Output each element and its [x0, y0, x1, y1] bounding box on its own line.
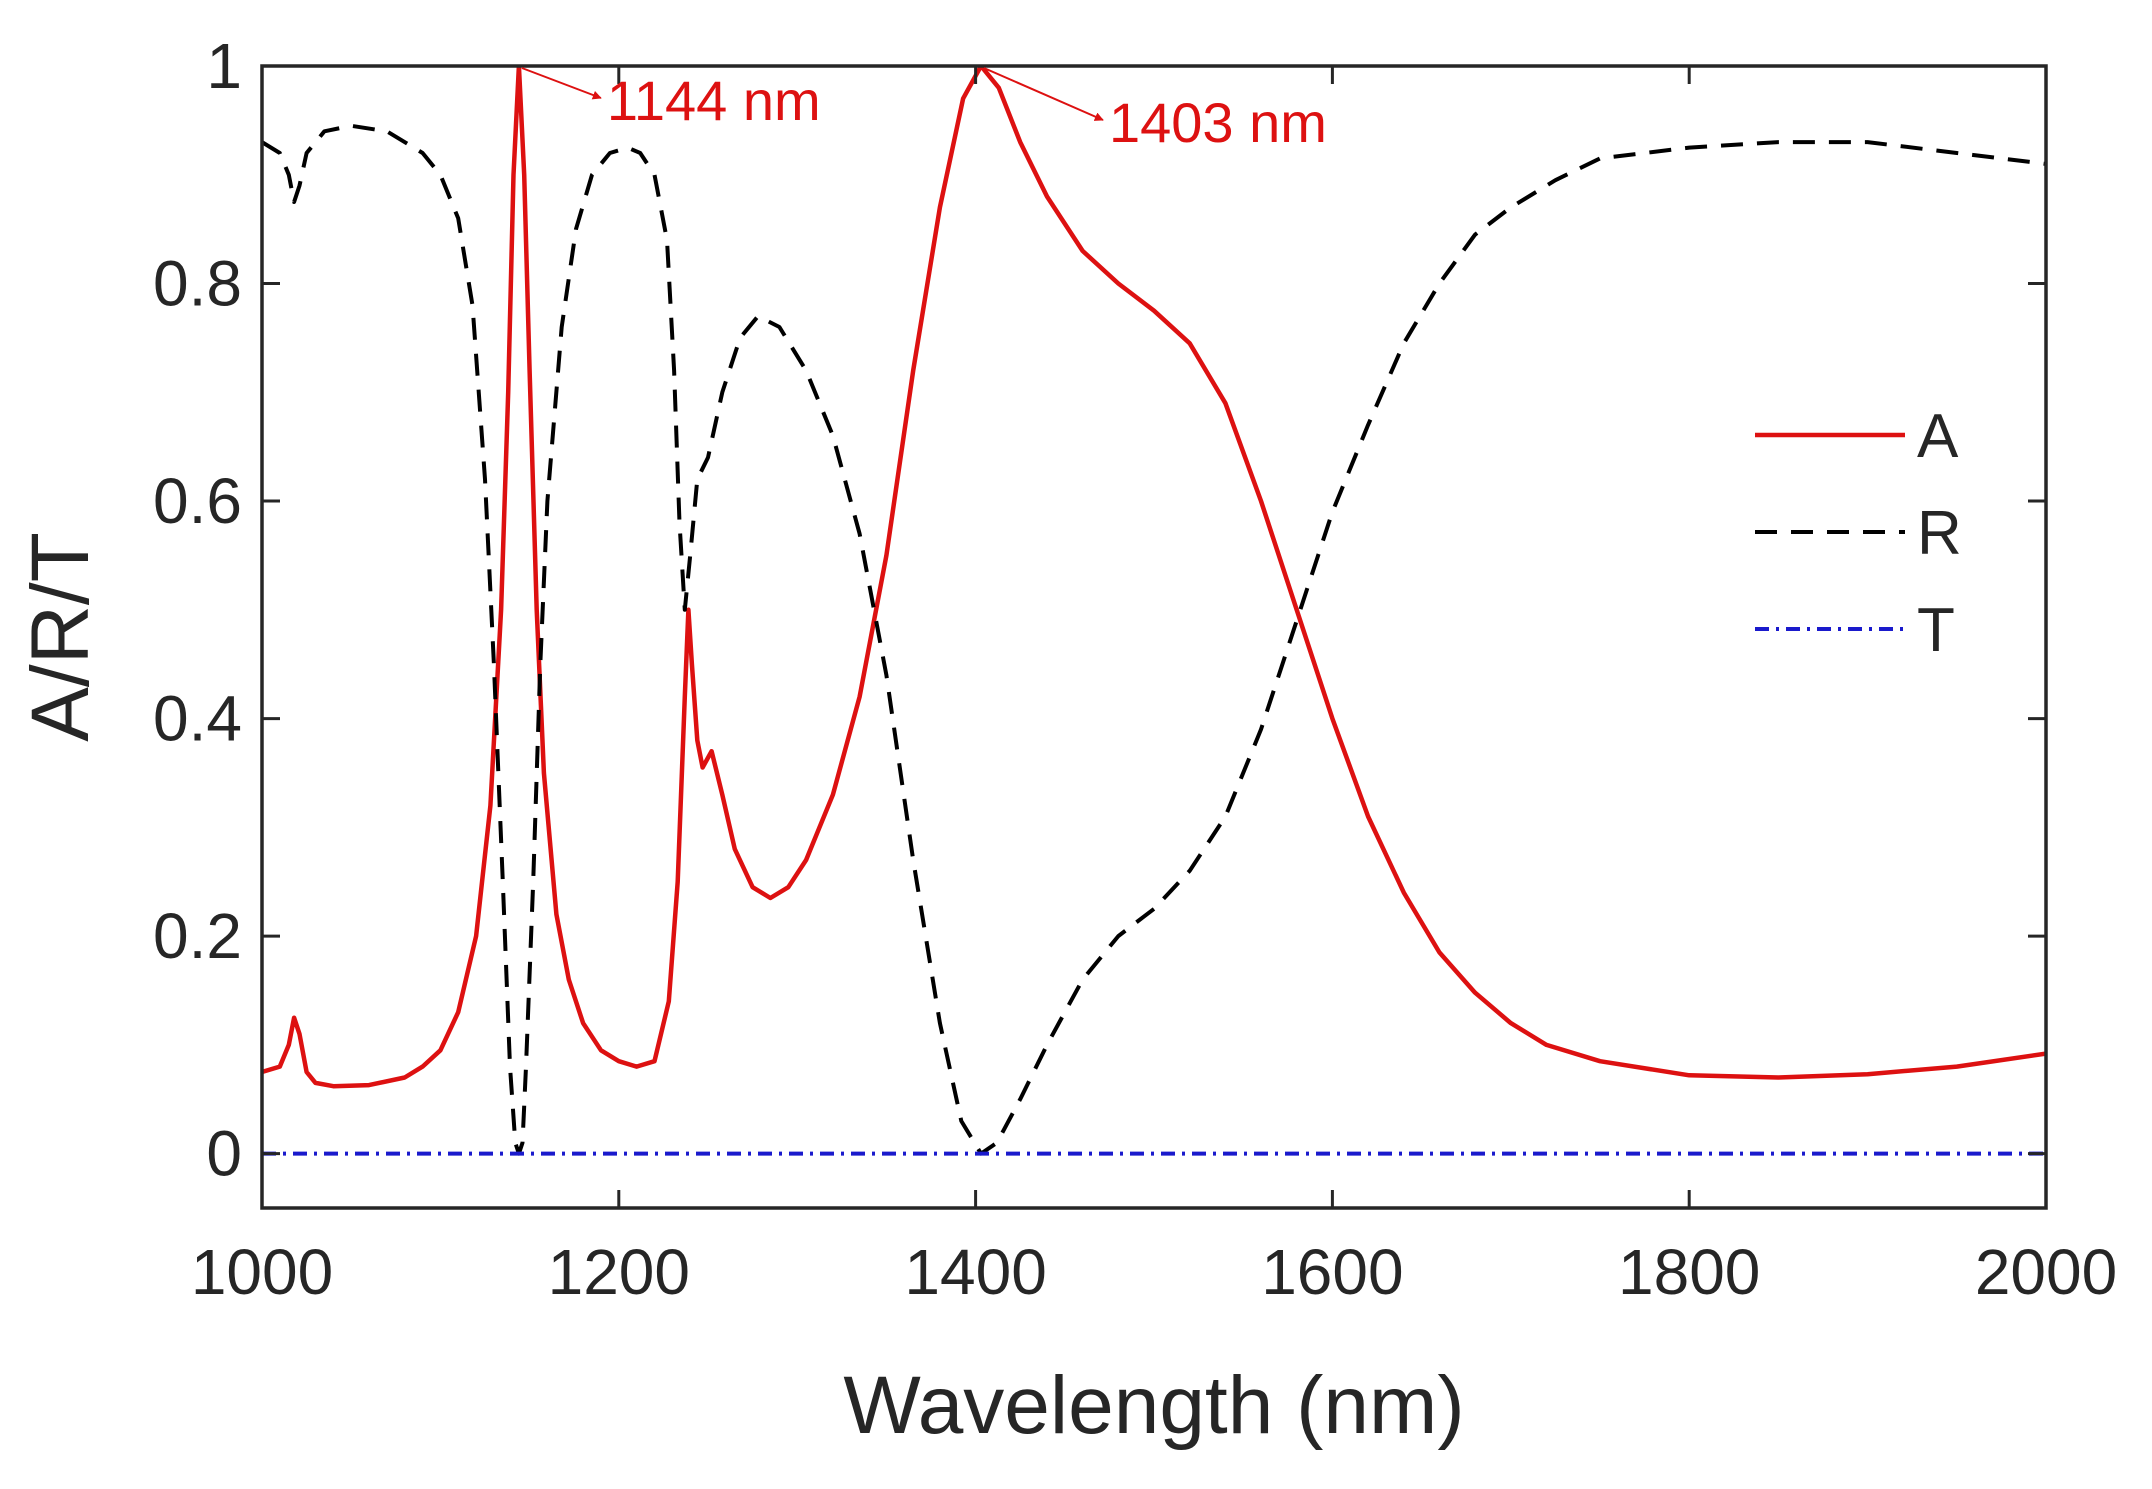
annotation-layer: 1144 nm 1403 nm — [521, 67, 1327, 154]
peak-annotation-label: 1144 nm — [607, 69, 821, 132]
y-tick-label: 0 — [206, 1118, 242, 1190]
annotation-arrow — [521, 67, 602, 100]
x-tick-label: 1200 — [548, 1236, 690, 1308]
x-axis-title: Wavelength (nm) — [843, 1360, 1464, 1451]
peak-annotation-label: 1403 nm — [1109, 91, 1327, 154]
legend-label-t: T — [1917, 596, 1955, 665]
series-layer — [262, 66, 2046, 1156]
ticks-layer: 1000 1200 1400 1600 1800 2000 0 0.2 0.4 0.6 0.8 1 — [153, 30, 2117, 1308]
y-axis-title: A/R/T — [15, 532, 106, 742]
y-tick-label: 1 — [206, 30, 242, 102]
x-tick-label: 1000 — [191, 1236, 333, 1308]
annotation-arrow — [983, 67, 1104, 121]
legend: ART — [1755, 402, 1962, 665]
y-tick-label: 0.2 — [153, 900, 242, 972]
legend-label-r: R — [1917, 499, 1962, 568]
y-tick-label: 0.6 — [153, 465, 242, 537]
y-tick-label: 0.8 — [153, 248, 242, 320]
plot-frame — [260, 64, 2048, 1210]
x-tick-label: 1800 — [1618, 1236, 1760, 1308]
series-line-a — [262, 66, 2046, 1089]
x-tick-label: 1400 — [904, 1236, 1046, 1308]
legend-label-a: A — [1917, 402, 1959, 471]
y-tick-label: 0.4 — [153, 683, 242, 755]
x-tick-label: 2000 — [1975, 1236, 2117, 1308]
x-tick-label: 1600 — [1261, 1236, 1403, 1308]
